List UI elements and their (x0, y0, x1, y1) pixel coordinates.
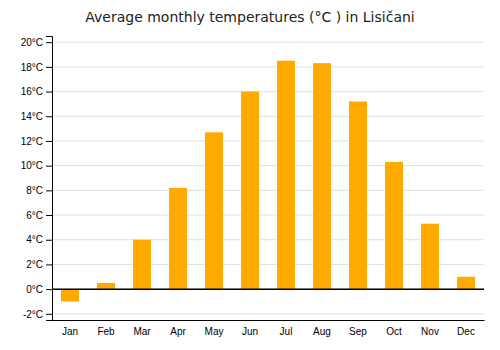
x-tick: Oct (386, 326, 402, 337)
y-tick-label: 18°C (21, 62, 43, 73)
x-tick: Jul (280, 326, 293, 337)
y-tick: 20°C (21, 37, 52, 48)
x-tick-label: Oct (386, 326, 402, 337)
y-tick-mark (46, 314, 52, 315)
y-tick-label: 10°C (21, 160, 43, 171)
y-tick: 12°C (21, 136, 52, 147)
y-tick: 18°C (21, 62, 52, 73)
bar (205, 132, 223, 289)
y-axis: -2°C 0°C 2°C 4°C 6°C 8°C 10°C 12°C 14°C 16°C 18°C 2… (21, 37, 53, 321)
y-tick-mark (46, 141, 52, 142)
x-tick: Jun (242, 326, 258, 337)
bar (133, 240, 151, 289)
bar (277, 61, 295, 289)
x-tick-label: Apr (170, 326, 186, 337)
y-tick-mark (46, 166, 52, 167)
grid-line (52, 264, 484, 265)
grid-line (52, 215, 484, 216)
grid-line (52, 140, 484, 141)
y-tick-mark (46, 289, 52, 290)
plot: -2°C 0°C 2°C 4°C 6°C 8°C 10°C 12°C 14°C 16°C 18°C 2… (21, 37, 485, 338)
x-tick-label: Dec (457, 326, 475, 337)
y-tick-label: 4°C (26, 234, 43, 245)
x-axis-line (53, 320, 485, 321)
y-tick: 2°C (26, 259, 52, 270)
x-tick-label: Jul (280, 326, 293, 337)
y-tick-label: 2°C (26, 259, 43, 270)
bar (421, 224, 439, 289)
grid-line (52, 313, 484, 314)
bar (313, 63, 331, 289)
x-tick: Dec (457, 326, 475, 337)
x-tick-label: Nov (421, 326, 439, 337)
chart-container: Average monthly temperatures (°C ) in Li… (0, 0, 500, 350)
grid-line (52, 165, 484, 166)
x-tick-label: Sep (349, 326, 367, 337)
y-tick-label: 6°C (26, 210, 43, 221)
grid (52, 42, 484, 314)
y-tick-label: 0°C (26, 284, 43, 295)
bar (241, 92, 259, 290)
grid-line (52, 239, 484, 240)
y-tick-mark (46, 215, 52, 216)
x-tick: Apr (170, 326, 186, 337)
grid-line (52, 116, 484, 117)
x-tick: May (205, 326, 224, 337)
y-tick-label: 20°C (21, 37, 43, 48)
bar (349, 101, 367, 289)
x-tick-label: Mar (133, 326, 151, 337)
x-tick-label: Feb (97, 326, 115, 337)
x-tick: Mar (133, 326, 151, 337)
y-tick: -2°C (23, 309, 52, 320)
y-tick-mark (46, 264, 52, 265)
y-axis-line (46, 37, 53, 321)
bars (61, 61, 475, 302)
x-tick-label: Aug (313, 326, 331, 337)
grid-line (52, 190, 484, 191)
bar (385, 162, 403, 289)
bar (169, 188, 187, 289)
grid-line (52, 42, 484, 43)
y-tick-label: 14°C (21, 111, 43, 122)
y-tick-mark (46, 42, 52, 43)
y-tick-label: -2°C (23, 309, 43, 320)
x-tick-label: Jun (242, 326, 258, 337)
bar (97, 283, 115, 289)
x-tick-label: May (205, 326, 224, 337)
x-tick-label: Jan (62, 326, 78, 337)
y-tick-label: 8°C (26, 185, 43, 196)
x-tick: Sep (349, 326, 367, 337)
y-tick-mark (46, 116, 52, 117)
x-axis: Jan Feb Mar Apr May Jun Jul Aug Sep Oct Nov Dec (53, 321, 485, 338)
x-tick: Jan (62, 326, 78, 337)
y-tick: 4°C (26, 234, 52, 245)
y-tick-label: 16°C (21, 86, 43, 97)
grid-line (52, 91, 484, 92)
bar (61, 289, 79, 301)
y-tick-label: 12°C (21, 136, 43, 147)
chart-svg: Average monthly temperatures (°C ) in Li… (0, 0, 500, 350)
y-tick-mark (46, 67, 52, 68)
x-tick: Nov (421, 326, 439, 337)
y-tick-mark (46, 240, 52, 241)
bar (457, 277, 475, 289)
grid-line (52, 289, 484, 290)
title: Average monthly temperatures (°C ) in Li… (85, 9, 414, 25)
y-tick: 16°C (21, 86, 52, 97)
x-tick: Feb (97, 326, 115, 337)
zero-line (52, 288, 484, 290)
y-tick: 8°C (26, 185, 52, 196)
grid-line (52, 66, 484, 67)
y-tick: 10°C (21, 160, 52, 171)
y-tick: 0°C (26, 284, 52, 295)
y-tick-mark (46, 190, 52, 191)
y-tick: 14°C (21, 111, 52, 122)
y-tick-mark (46, 92, 52, 93)
x-tick: Aug (313, 326, 331, 337)
y-tick: 6°C (26, 210, 52, 221)
